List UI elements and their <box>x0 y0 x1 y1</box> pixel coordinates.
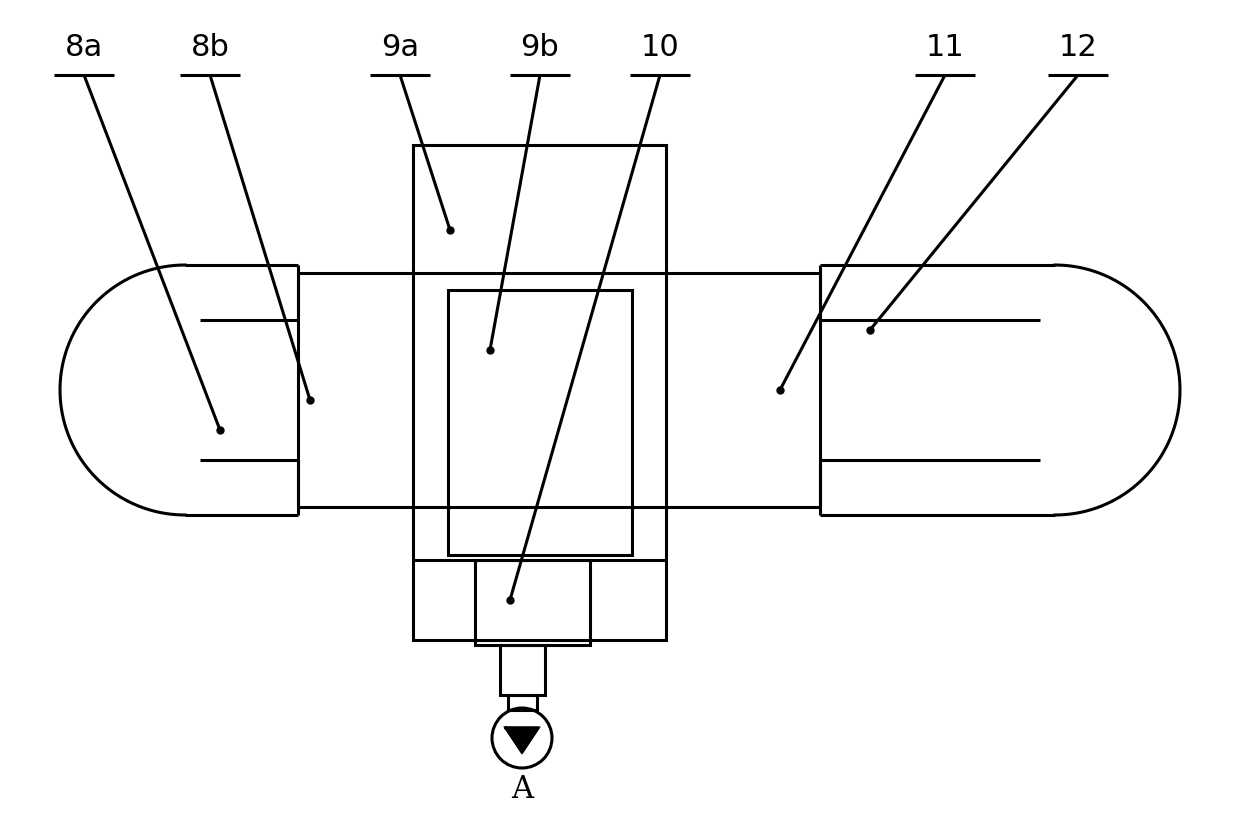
Text: 12: 12 <box>1059 33 1097 63</box>
Text: 9a: 9a <box>381 33 419 63</box>
Text: 11: 11 <box>925 33 965 63</box>
Text: 10: 10 <box>641 33 680 63</box>
Text: 8a: 8a <box>64 33 103 63</box>
Text: A: A <box>511 774 533 806</box>
Bar <box>475 560 590 645</box>
Polygon shape <box>506 728 538 752</box>
Bar <box>500 645 546 695</box>
Text: 9b: 9b <box>521 33 559 63</box>
Bar <box>508 695 537 710</box>
Bar <box>413 145 666 640</box>
Text: 8b: 8b <box>191 33 229 63</box>
Bar <box>448 290 632 555</box>
